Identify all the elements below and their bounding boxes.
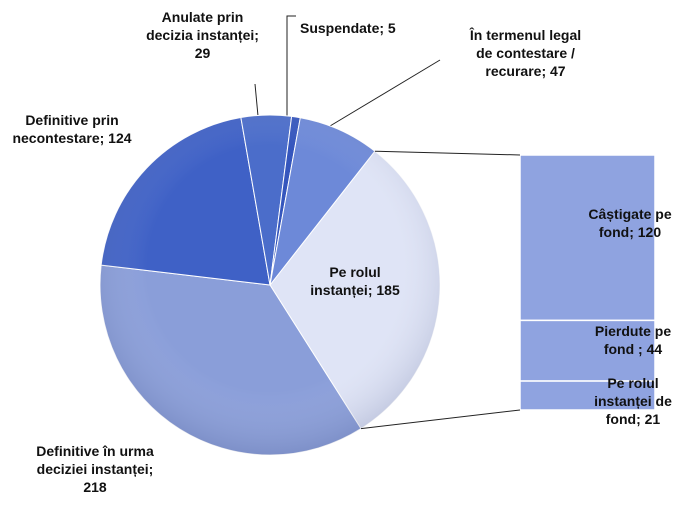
data-label: Suspendate; 5 <box>300 20 396 36</box>
data-label: Definitive prin necontestare; 124 <box>12 112 132 146</box>
leader-line <box>254 83 259 117</box>
breakdown-bar <box>519 319 656 382</box>
data-label: Pierdute pe fond ; 44 <box>594 323 672 357</box>
leader-line <box>286 15 296 116</box>
data-label: Pe rolul instanței; 185 <box>310 264 400 298</box>
breakdown-bar <box>519 154 656 322</box>
breakdown-bar <box>519 380 656 411</box>
data-label: În termenul legal de contestare / recura… <box>469 27 582 79</box>
data-label: Anulate prin decizia instanței; 29 <box>146 9 259 61</box>
leader-line <box>329 59 441 127</box>
data-label: Definitive în urma deciziei instanței; 2… <box>36 443 154 495</box>
data-label: Pe rolul instanței de fond; 21 <box>594 375 672 427</box>
data-label: Câștigate pe fond; 120 <box>588 206 672 240</box>
connector-line <box>374 150 521 156</box>
connector-line <box>360 409 521 430</box>
